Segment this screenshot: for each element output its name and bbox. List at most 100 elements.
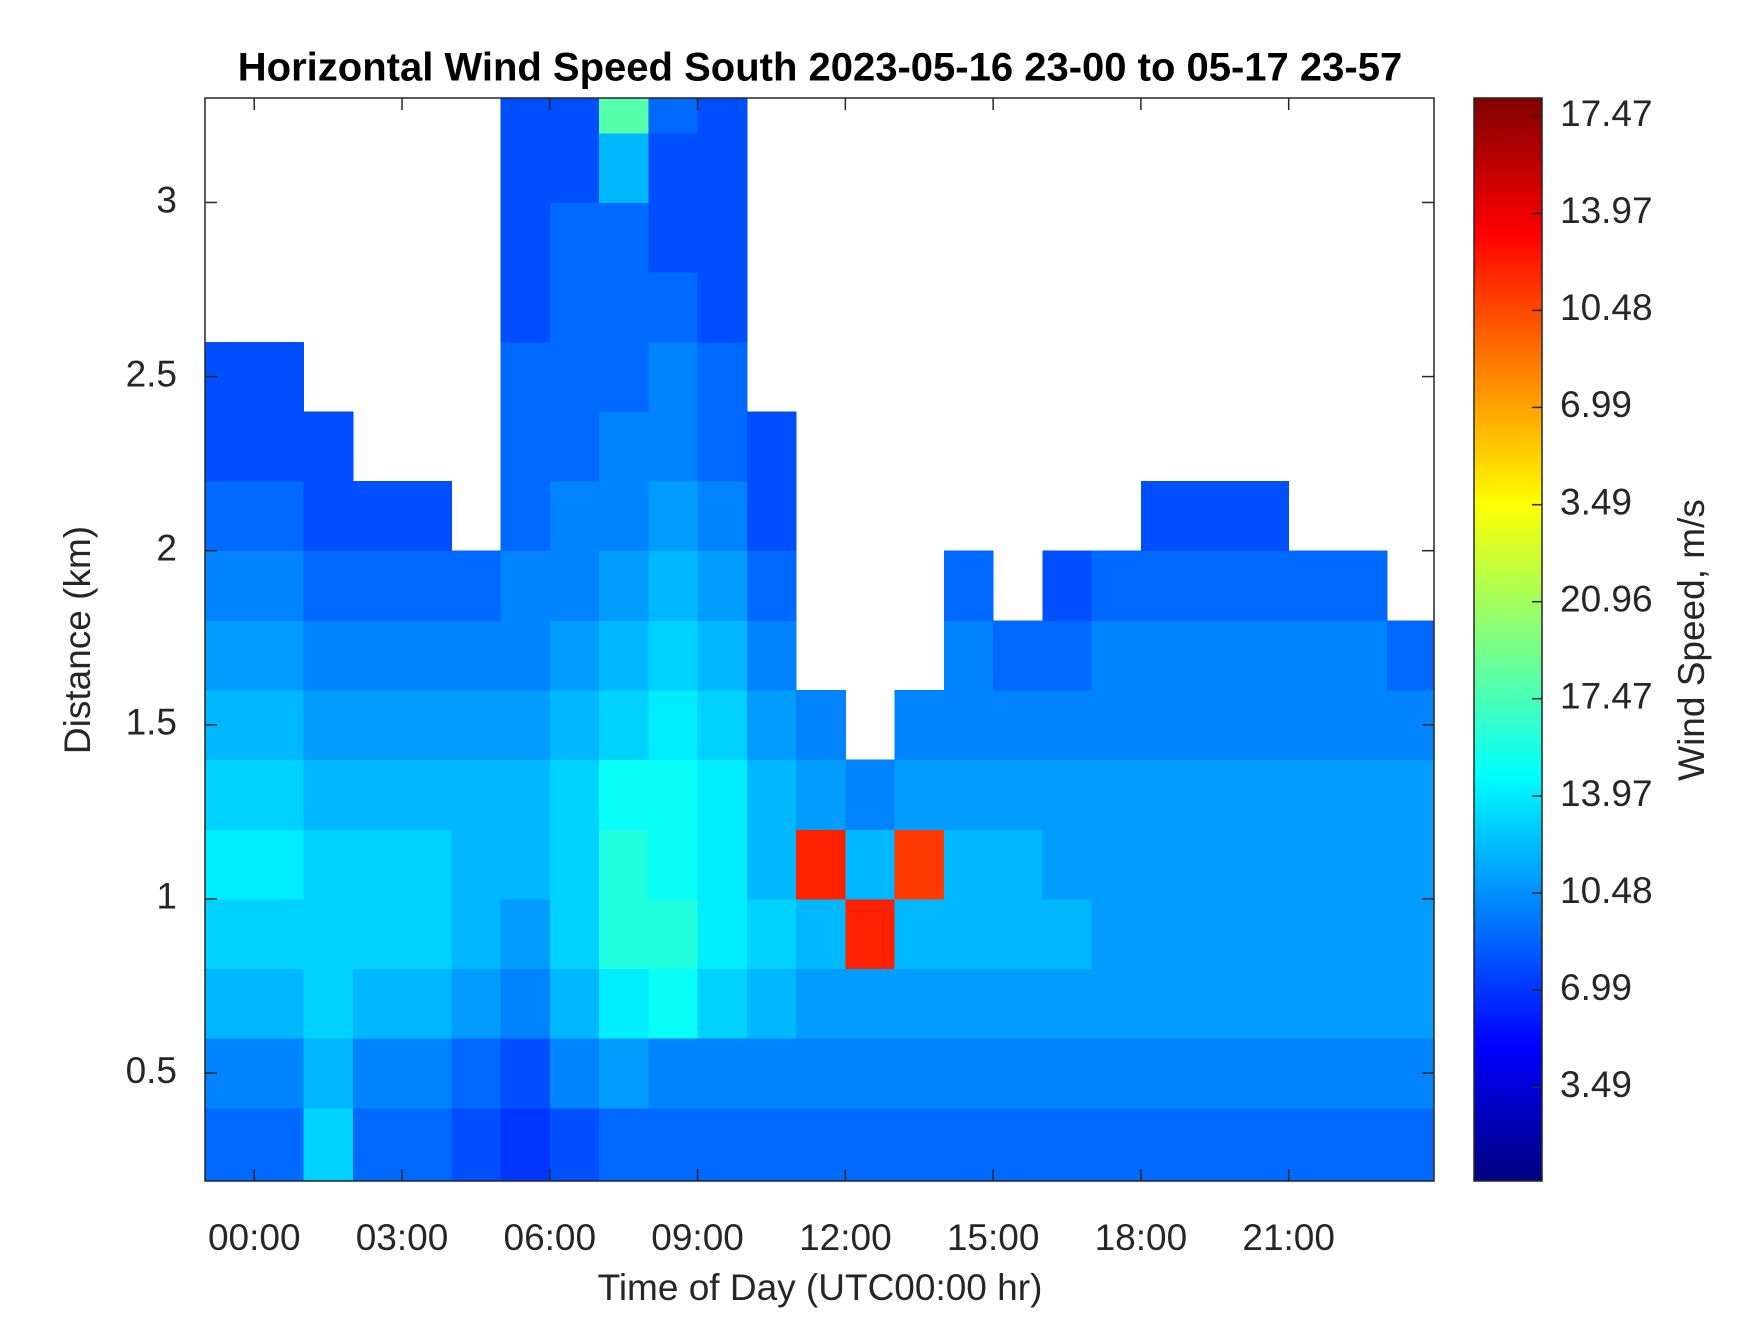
- heat-cell: [303, 481, 354, 552]
- heat-cell: [1091, 898, 1142, 970]
- heat-cell: [205, 1107, 255, 1182]
- heat-cell: [1190, 829, 1240, 900]
- heat-cell: [599, 1107, 649, 1182]
- heat-cell: [1042, 968, 1093, 1039]
- heat-cell: [1337, 620, 1388, 691]
- heat-cell: [697, 1107, 748, 1182]
- heat-cell: [894, 898, 945, 970]
- heat-cell: [993, 759, 1043, 830]
- heat-cell: [549, 98, 600, 134]
- heat-cell: [352, 898, 403, 970]
- x-tick-label: 03:00: [356, 1217, 449, 1258]
- heat-cell: [1042, 620, 1093, 691]
- heat-cell: [254, 1038, 305, 1109]
- heat-cell: [1239, 829, 1290, 900]
- x-tick-label: 00:00: [208, 1217, 301, 1258]
- heat-cell: [1239, 759, 1290, 830]
- heat-cell: [303, 759, 354, 830]
- heat-cell: [500, 898, 551, 970]
- heat-cell: [549, 759, 600, 830]
- heat-cell: [303, 689, 354, 761]
- heat-cell: [697, 1038, 748, 1109]
- x-tick-label: 12:00: [799, 1217, 892, 1258]
- heat-cell: [599, 968, 649, 1039]
- chart-title: Horizontal Wind Speed South 2023-05-16 2…: [238, 46, 1402, 90]
- heat-cell: [352, 968, 403, 1039]
- heat-cell: [845, 898, 896, 970]
- heat-cell: [648, 411, 699, 482]
- heat-cell: [943, 550, 994, 621]
- heat-cell: [599, 550, 649, 621]
- heat-cell: [451, 968, 502, 1039]
- heat-cell: [894, 1038, 945, 1109]
- x-tick-label: 18:00: [1095, 1217, 1188, 1258]
- heat-cell: [1337, 689, 1388, 761]
- heat-cell: [746, 1107, 797, 1182]
- heat-cell: [1091, 550, 1142, 621]
- heat-cell: [697, 829, 748, 900]
- heat-cell: [648, 829, 699, 900]
- heat-cell: [1091, 689, 1142, 761]
- heat-cell: [500, 98, 551, 134]
- colorbar-tick-label: 13.97: [1560, 773, 1653, 814]
- heat-cell: [1288, 968, 1339, 1039]
- heat-cell: [1337, 550, 1388, 621]
- heat-cell: [1288, 1107, 1339, 1182]
- y-tick-label: 3: [156, 179, 177, 220]
- colorbar: [1473, 97, 1543, 1182]
- heat-cell: [549, 341, 600, 412]
- heat-cell: [648, 759, 699, 830]
- heat-cell: [1239, 968, 1290, 1039]
- heat-cell: [697, 759, 748, 830]
- heat-cell: [549, 550, 600, 621]
- x-axis-label: Time of Day (UTC00:00 hr): [598, 1267, 1043, 1308]
- heat-cell: [205, 898, 255, 970]
- heat-cell: [1190, 898, 1240, 970]
- heat-cell: [1239, 898, 1290, 970]
- heat-cell: [451, 898, 502, 970]
- colorbar-tick-label: 6.99: [1560, 384, 1632, 425]
- heat-cell: [451, 620, 502, 691]
- y-tick-label: 2: [156, 527, 177, 568]
- heat-cell: [599, 1038, 649, 1109]
- heat-cell: [746, 620, 797, 691]
- heat-cell: [1091, 829, 1142, 900]
- heat-cell: [943, 620, 994, 691]
- heat-cell: [1091, 1107, 1142, 1182]
- heat-cell: [648, 1107, 699, 1182]
- heat-cell: [746, 689, 797, 761]
- colorbar-tick-label: 3.49: [1560, 1064, 1632, 1105]
- heat-cell: [254, 968, 305, 1039]
- heat-cell: [451, 1107, 502, 1182]
- heat-cell: [352, 1107, 403, 1182]
- heat-cell: [1239, 620, 1290, 691]
- heat-cell: [993, 968, 1043, 1039]
- heat-cell: [993, 898, 1043, 970]
- heat-cell: [1239, 689, 1290, 761]
- heat-cell: [549, 202, 600, 273]
- heat-cell: [1042, 829, 1093, 900]
- heat-cell: [845, 968, 896, 1039]
- heat-cell: [1091, 968, 1142, 1039]
- heat-cell: [205, 829, 255, 900]
- heat-cell: [648, 98, 699, 134]
- heat-cell: [1337, 1038, 1388, 1109]
- heat-cell: [648, 202, 699, 273]
- heat-cell: [697, 341, 748, 412]
- heat-cell: [303, 829, 354, 900]
- heat-cell: [205, 620, 255, 691]
- heat-cell: [1288, 689, 1339, 761]
- heat-cell: [500, 759, 551, 830]
- heat-cell: [451, 550, 502, 621]
- heat-cell: [402, 968, 452, 1039]
- heat-cell: [1288, 620, 1339, 691]
- heat-cell: [746, 898, 797, 970]
- heat-cell: [303, 550, 354, 621]
- heat-cell: [1288, 829, 1339, 900]
- heat-cell: [1387, 829, 1435, 900]
- heat-cell: [1239, 550, 1290, 621]
- heat-cell: [1140, 1107, 1191, 1182]
- heat-cell: [303, 968, 354, 1039]
- heat-cell: [697, 689, 748, 761]
- heat-cell: [549, 829, 600, 900]
